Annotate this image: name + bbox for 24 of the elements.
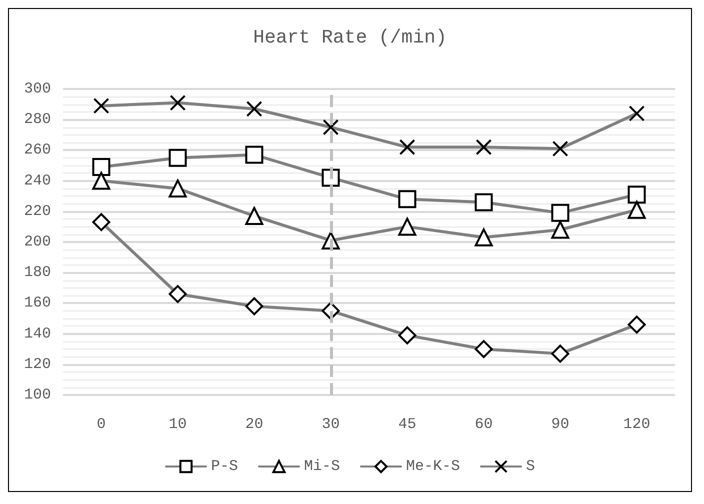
y-tick-label: 120 [24,356,51,373]
x-tick-label: 90 [551,416,570,433]
x-tick-label: 30 [322,416,340,433]
y-tick-label: 280 [24,111,51,128]
y-tick-label: 220 [24,202,51,220]
legend-label: S [526,458,536,475]
chart-title: Heart Rate (/min) [253,26,447,48]
y-tick-label: 300 [24,80,51,98]
x-tick-label: 60 [474,416,493,433]
y-tick-label: 100 [24,386,51,404]
x-tick-label: 20 [245,416,264,433]
legend-label: Me-K-S [406,458,460,475]
x-tick-label: 0 [96,416,106,433]
y-tick-label: 160 [24,294,51,312]
y-tick-label: 240 [24,172,51,190]
legend-label: P-S [210,458,238,475]
y-tick-label: 200 [24,234,51,250]
y-tick-label: 180 [24,264,51,282]
y-tick-label: 140 [24,325,51,342]
legend-label: Mi-S [304,458,340,475]
x-tick-label: 10 [168,416,187,433]
x-tick-label: 45 [398,416,416,433]
y-tick-label: 260 [24,142,51,159]
x-tick-label: 120 [623,416,650,433]
